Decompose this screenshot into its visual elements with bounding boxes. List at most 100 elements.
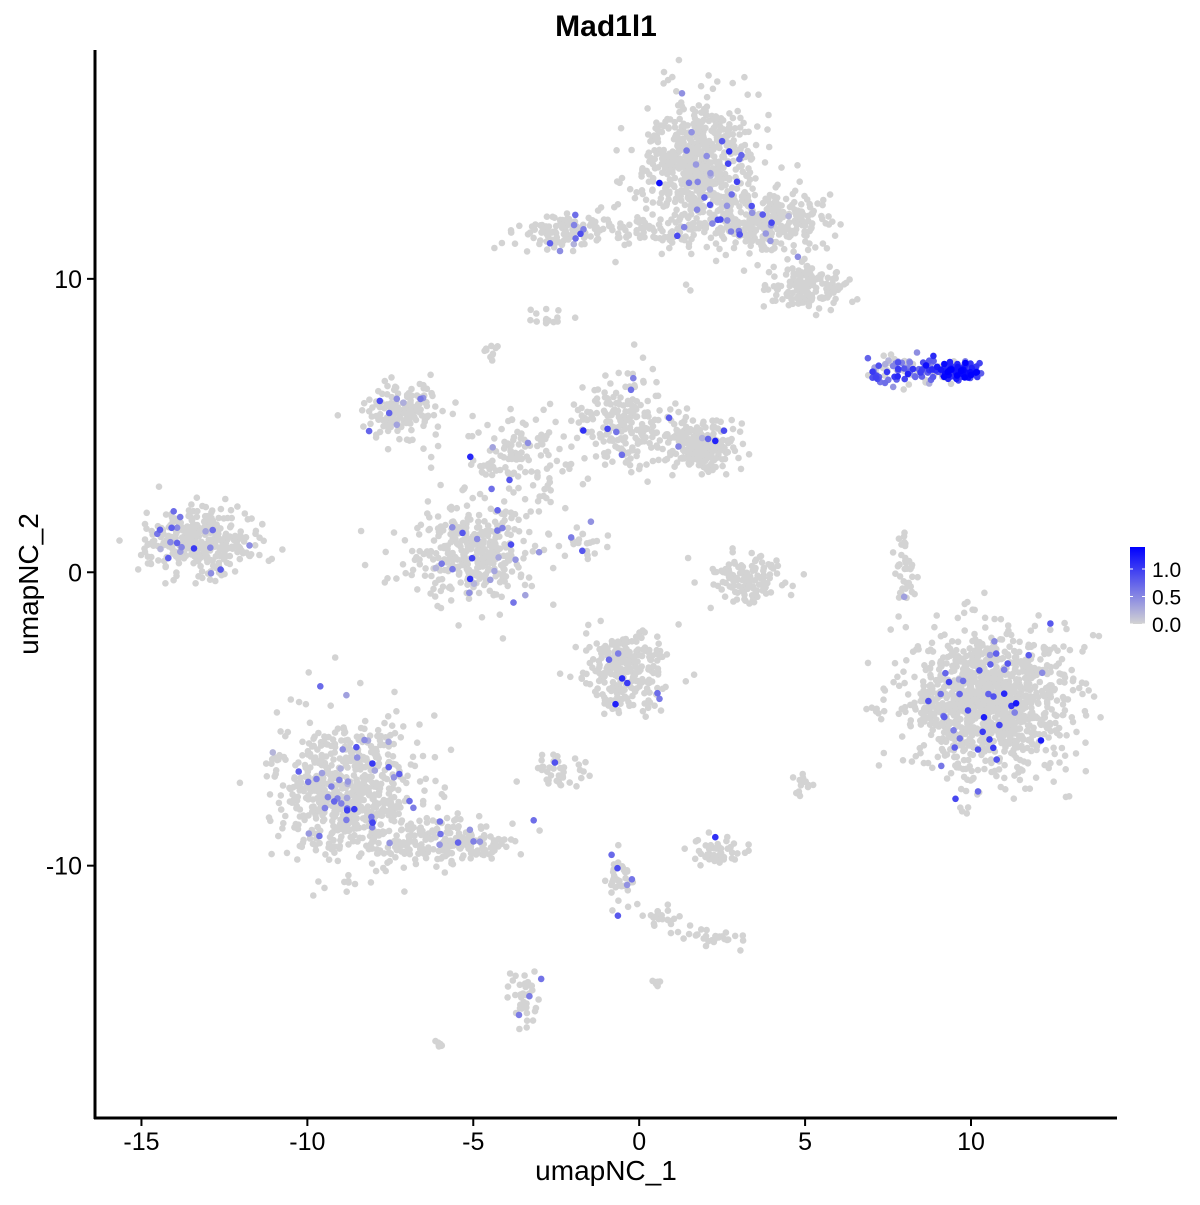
cell-point bbox=[648, 678, 656, 685]
cell-point bbox=[670, 420, 678, 428]
cell-point bbox=[500, 454, 508, 461]
cell-point bbox=[403, 436, 411, 444]
cell-point bbox=[903, 657, 910, 664]
cell-point bbox=[652, 392, 660, 400]
cell-point bbox=[725, 176, 733, 183]
cell-point bbox=[377, 821, 385, 828]
cell-point bbox=[875, 762, 883, 769]
cell-point bbox=[991, 615, 998, 623]
cell-point bbox=[517, 573, 525, 581]
cell-point bbox=[469, 494, 477, 502]
cell-point bbox=[116, 537, 123, 544]
cell-point bbox=[658, 250, 666, 258]
cell-point bbox=[921, 708, 929, 715]
cell-point bbox=[501, 511, 508, 518]
cell-point bbox=[485, 549, 492, 556]
cell-point bbox=[384, 751, 392, 758]
cell-point bbox=[997, 615, 1005, 623]
cell-point bbox=[900, 668, 907, 675]
cell-point bbox=[1097, 714, 1104, 721]
cell-point bbox=[659, 169, 666, 176]
cell-point bbox=[619, 658, 627, 665]
cell-point bbox=[954, 614, 962, 622]
cell-point bbox=[737, 465, 745, 473]
cell-point bbox=[485, 565, 492, 572]
cell-point bbox=[995, 766, 1003, 773]
cell-point bbox=[1010, 795, 1018, 802]
cell-point bbox=[1075, 684, 1083, 692]
cell-point bbox=[709, 180, 717, 188]
cell-point bbox=[673, 88, 680, 95]
cell-point bbox=[248, 515, 255, 522]
cell-point bbox=[240, 538, 248, 545]
cell-point bbox=[998, 739, 1005, 747]
cell-point bbox=[579, 384, 586, 391]
cell-point bbox=[299, 752, 306, 759]
cell-point bbox=[404, 772, 411, 780]
cell-point bbox=[502, 464, 509, 471]
cell-point bbox=[143, 525, 150, 532]
cell-point bbox=[864, 659, 872, 667]
cell-point bbox=[478, 614, 486, 621]
cell-point bbox=[533, 318, 540, 325]
cell-point bbox=[528, 582, 536, 590]
cell-point bbox=[336, 755, 344, 762]
cell-point bbox=[709, 85, 717, 93]
cell-point bbox=[521, 581, 529, 589]
cell-point bbox=[953, 753, 961, 761]
cell-point bbox=[1012, 682, 1020, 690]
cell-point bbox=[431, 712, 438, 719]
cell-point bbox=[180, 555, 188, 562]
cell-point bbox=[749, 185, 756, 192]
cell-point bbox=[227, 506, 235, 514]
cell-point bbox=[808, 291, 816, 299]
cell-point bbox=[671, 463, 678, 471]
cell-point bbox=[305, 773, 312, 781]
cell-point bbox=[688, 250, 695, 258]
cell-point bbox=[461, 484, 468, 491]
cell-point bbox=[1033, 689, 1040, 697]
cell-point bbox=[414, 524, 421, 532]
cell-point bbox=[616, 400, 623, 408]
cell-point bbox=[583, 670, 590, 678]
cell-point bbox=[469, 412, 476, 420]
cell-point bbox=[381, 774, 388, 782]
cell-point bbox=[943, 660, 950, 667]
cell-point bbox=[593, 395, 601, 402]
cell-point bbox=[367, 773, 375, 780]
cell-point bbox=[798, 258, 806, 266]
cell-point bbox=[1021, 674, 1029, 682]
cell-point bbox=[532, 416, 540, 424]
cell-point bbox=[252, 530, 259, 538]
cell-point bbox=[322, 851, 329, 858]
cell-point bbox=[391, 688, 398, 696]
cell-point bbox=[880, 685, 887, 692]
cell-point bbox=[1063, 625, 1070, 633]
cell-point bbox=[416, 556, 423, 563]
cell-point bbox=[693, 134, 700, 141]
cell-point bbox=[533, 310, 540, 317]
cell-point bbox=[516, 222, 523, 230]
cell-point bbox=[712, 257, 720, 265]
cell-point bbox=[671, 183, 678, 191]
cell-point bbox=[416, 778, 424, 785]
cell-point bbox=[275, 799, 283, 807]
cell-point bbox=[1009, 659, 1017, 667]
cell-point bbox=[304, 768, 312, 775]
cell-point bbox=[662, 181, 669, 188]
cell-point bbox=[316, 807, 323, 814]
cell-point bbox=[515, 441, 523, 448]
cell-point bbox=[1060, 671, 1068, 679]
cell-point bbox=[645, 664, 652, 671]
cell-point bbox=[401, 537, 409, 544]
cell-point bbox=[639, 646, 647, 653]
points-layer bbox=[116, 56, 1104, 1050]
cell-point bbox=[677, 128, 685, 135]
cell-point bbox=[457, 579, 465, 586]
cell-point bbox=[601, 389, 608, 396]
cell-point bbox=[416, 561, 424, 568]
cell-point bbox=[614, 660, 621, 667]
cell-point bbox=[374, 726, 382, 734]
cell-point bbox=[673, 426, 680, 434]
cell-point bbox=[691, 450, 699, 458]
